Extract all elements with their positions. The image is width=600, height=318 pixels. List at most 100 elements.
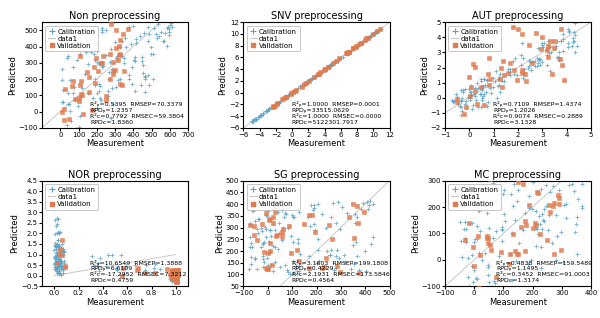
Point <box>140 73 150 79</box>
Point <box>464 74 474 79</box>
Point <box>113 78 123 83</box>
Point <box>77 93 86 98</box>
Point <box>98 64 107 69</box>
Point <box>56 266 66 272</box>
Point <box>107 67 116 72</box>
Point <box>531 31 541 36</box>
Point <box>260 260 269 265</box>
Point <box>97 25 107 30</box>
Point <box>55 261 65 266</box>
Point <box>479 77 489 82</box>
Point <box>498 191 508 197</box>
Point <box>307 77 316 82</box>
Point <box>131 41 140 46</box>
Point <box>168 269 178 274</box>
Point <box>126 8 136 13</box>
Point <box>302 80 311 85</box>
Point <box>306 203 316 208</box>
Point <box>469 268 478 273</box>
Point <box>544 50 553 55</box>
Point <box>273 210 283 215</box>
Point <box>349 45 358 51</box>
Point <box>110 39 120 44</box>
Point <box>156 29 166 34</box>
Point <box>366 33 376 38</box>
Point <box>455 103 464 108</box>
Point <box>52 216 62 221</box>
Point <box>458 87 468 92</box>
Point <box>146 51 156 56</box>
Point <box>536 62 545 67</box>
Point <box>168 268 178 273</box>
Point <box>111 55 121 60</box>
Point <box>297 83 307 88</box>
Point <box>92 49 102 54</box>
Point <box>472 236 481 241</box>
Point <box>50 260 59 265</box>
Point <box>56 253 66 258</box>
Point <box>283 225 292 230</box>
Point <box>477 98 487 103</box>
Y-axis label: Predicted: Predicted <box>420 55 429 95</box>
Point <box>325 252 335 257</box>
Point <box>250 218 260 223</box>
Point <box>173 271 182 276</box>
Point <box>545 92 555 97</box>
Point <box>513 179 523 184</box>
Point <box>539 45 548 50</box>
Point <box>352 253 362 259</box>
Point <box>161 15 171 20</box>
Point <box>352 214 361 219</box>
Point <box>326 247 335 252</box>
Point <box>53 259 63 264</box>
Point <box>508 59 518 64</box>
Point <box>295 252 304 257</box>
Point <box>262 214 271 219</box>
Point <box>332 263 342 268</box>
Point <box>352 44 361 49</box>
Point <box>57 249 67 254</box>
Point <box>456 112 466 117</box>
Point <box>475 253 484 258</box>
Point <box>484 226 494 231</box>
Point <box>268 104 277 109</box>
Title: MC preprocessing: MC preprocessing <box>475 170 562 180</box>
Point <box>568 44 577 49</box>
Point <box>360 37 370 42</box>
X-axis label: Measurement: Measurement <box>287 139 346 149</box>
Point <box>328 61 338 66</box>
Point <box>485 242 494 247</box>
Point <box>166 20 175 25</box>
Point <box>136 82 146 87</box>
Point <box>333 200 343 205</box>
Point <box>301 80 311 86</box>
Point <box>496 76 505 81</box>
Point <box>308 207 318 212</box>
Point <box>54 269 64 274</box>
Point <box>254 199 264 204</box>
Point <box>168 272 178 277</box>
Point <box>365 34 375 39</box>
Point <box>170 277 180 282</box>
Point <box>505 69 514 74</box>
Point <box>92 106 101 111</box>
Point <box>486 285 496 290</box>
Point <box>376 26 386 31</box>
Point <box>505 61 515 66</box>
Point <box>320 67 329 72</box>
Point <box>478 257 487 262</box>
Point <box>322 225 331 231</box>
Point <box>265 107 274 112</box>
Point <box>544 42 553 47</box>
Point <box>264 218 274 223</box>
Point <box>313 73 322 78</box>
Point <box>51 259 61 265</box>
Point <box>284 224 294 229</box>
Point <box>325 62 335 67</box>
Point <box>248 118 257 123</box>
Point <box>249 224 259 229</box>
Point <box>554 188 564 193</box>
Point <box>499 78 508 83</box>
Point <box>59 249 68 254</box>
Point <box>172 278 181 283</box>
